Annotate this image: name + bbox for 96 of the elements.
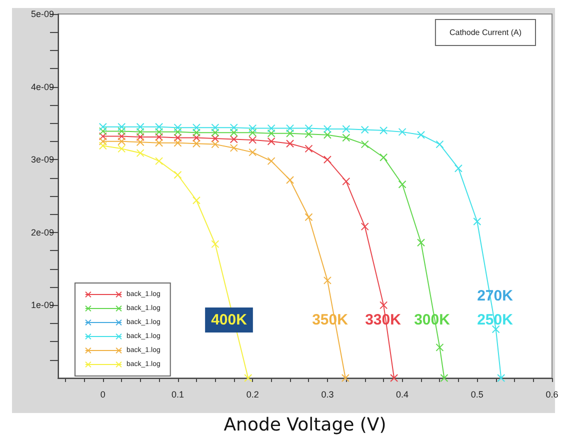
y-tick-label: 2e-09 — [30, 227, 54, 238]
point — [155, 157, 164, 166]
y-axis-title: Cathode Current (A) — [449, 28, 522, 37]
point — [98, 127, 107, 136]
point — [360, 222, 369, 231]
point — [342, 134, 350, 142]
y-tick-label: 1e-09 — [30, 300, 54, 310]
y-tick-label: 4e-09 — [30, 82, 54, 92]
point — [341, 374, 350, 382]
point — [304, 130, 313, 138]
point — [497, 374, 506, 382]
point — [230, 124, 238, 132]
point — [230, 144, 238, 152]
point — [98, 122, 107, 131]
point — [360, 140, 369, 148]
point — [342, 177, 350, 186]
y-tick-label: 3e-09 — [30, 154, 54, 165]
point — [174, 134, 182, 142]
point — [174, 128, 182, 136]
point — [192, 128, 200, 137]
x-tick-label: 0.6 — [546, 390, 558, 400]
point — [174, 170, 182, 179]
point — [174, 124, 182, 132]
point — [248, 148, 257, 156]
point — [230, 128, 238, 137]
x-tick-label: 0.3 — [321, 390, 334, 400]
point — [380, 126, 388, 134]
point — [304, 213, 313, 222]
point — [248, 128, 257, 137]
annotation: 400K — [211, 312, 248, 328]
point — [398, 180, 406, 188]
point — [155, 133, 164, 142]
point — [390, 374, 398, 382]
x-tick-label: 0.1 — [172, 390, 184, 400]
point — [118, 122, 126, 131]
x-tick-label: 0.2 — [246, 390, 259, 400]
x-axis-title: Anode Voltage (V) — [224, 414, 386, 436]
point — [136, 128, 144, 136]
point — [436, 343, 444, 352]
point — [440, 374, 448, 382]
point — [267, 157, 276, 166]
point — [286, 140, 294, 148]
point — [118, 144, 126, 153]
point — [155, 122, 164, 131]
point — [98, 132, 107, 140]
point — [211, 124, 220, 132]
x-tick-label: 0.4 — [396, 390, 409, 400]
point — [286, 176, 294, 184]
x-tick-label: 0 — [100, 390, 106, 400]
point — [244, 374, 252, 382]
point — [192, 134, 200, 142]
point — [211, 140, 220, 148]
point — [98, 137, 107, 146]
point — [323, 156, 332, 164]
point — [417, 238, 426, 247]
point — [380, 301, 388, 310]
point — [323, 130, 332, 139]
point — [398, 128, 406, 136]
point — [304, 124, 313, 132]
point — [342, 125, 350, 134]
point — [136, 138, 144, 146]
point — [454, 164, 462, 172]
point — [380, 153, 388, 162]
point — [304, 144, 313, 153]
point — [323, 125, 332, 134]
point — [192, 140, 200, 148]
point — [230, 135, 238, 144]
point — [118, 127, 126, 136]
point — [192, 124, 200, 132]
point — [211, 134, 220, 142]
point — [155, 128, 164, 136]
point — [436, 140, 444, 148]
point — [136, 149, 144, 158]
y-tick-label: 5e-09 — [30, 9, 54, 19]
point — [155, 138, 164, 147]
point — [136, 133, 144, 142]
point — [267, 129, 276, 138]
point — [248, 124, 257, 132]
point — [323, 276, 332, 284]
point — [417, 130, 426, 139]
point — [136, 122, 144, 131]
point — [118, 132, 126, 140]
point — [211, 240, 220, 248]
point — [473, 217, 482, 226]
point — [267, 124, 276, 132]
point — [174, 138, 182, 147]
point — [192, 196, 200, 204]
point — [211, 128, 220, 137]
point — [118, 137, 126, 146]
point — [360, 126, 369, 134]
point — [248, 136, 257, 144]
point — [98, 142, 107, 150]
point — [286, 124, 294, 132]
point — [267, 137, 276, 146]
point — [286, 129, 294, 138]
x-tick-label: 0.5 — [470, 390, 484, 400]
